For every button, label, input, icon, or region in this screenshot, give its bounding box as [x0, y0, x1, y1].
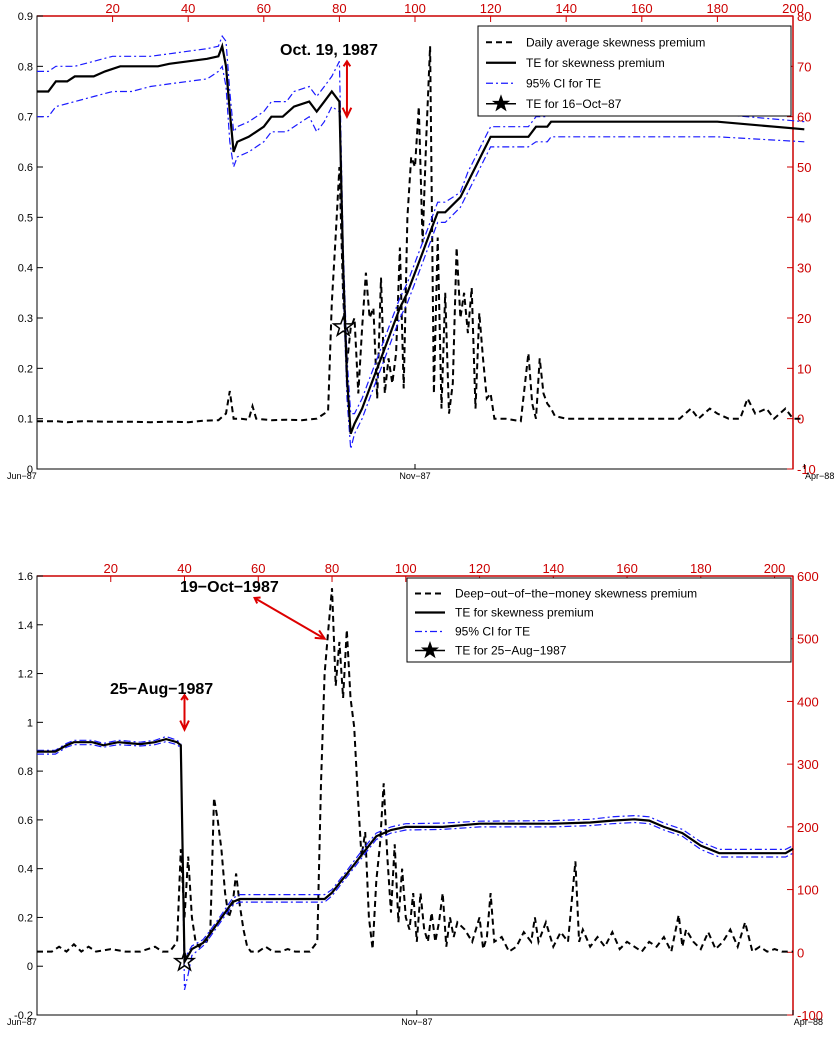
series-line-1: [37, 737, 794, 966]
series-line-1: [37, 42, 805, 435]
y-left-tick-label: -0.2: [14, 1010, 33, 1022]
x-top-tick-label: 160: [616, 561, 638, 576]
x-bottom-tick-label: Jun−87: [7, 471, 37, 481]
y-left-tick-label: 0.9: [18, 11, 33, 23]
y-left-tick-label: 0.7: [18, 112, 33, 124]
annotation-arrow: [254, 597, 326, 640]
y-right-tick-label: 70: [797, 59, 811, 74]
y-left-tick-label: 0.8: [18, 766, 33, 778]
y-right-tick-label: 40: [797, 210, 811, 225]
series-line-3: [37, 740, 794, 991]
y-right-tick-label: 100: [797, 883, 819, 898]
annotation-arrowtail: [342, 59, 352, 67]
legend-entry: 95% CI for TE: [455, 625, 530, 639]
x-top-tick-label: 40: [181, 1, 195, 16]
annotation-label: 19−Oct−1987: [180, 579, 279, 596]
y-right-tick-label: 50: [797, 160, 811, 175]
y-right-tick-label: 30: [797, 261, 811, 276]
x-bottom-tick-label: Apr−88: [794, 1017, 823, 1027]
star-marker: [331, 314, 355, 338]
x-top-tick-label: 100: [404, 1, 426, 16]
legend-star-swatch: [420, 640, 440, 659]
legend-entry: TE for 25−Aug−1987: [455, 644, 567, 658]
y-left-tick-label: 0.5: [18, 212, 33, 224]
y-left-tick-label: 1: [27, 717, 33, 729]
y-left-tick-label: 0.4: [18, 864, 33, 876]
x-top-tick-label: 180: [707, 1, 729, 16]
chart-top: 0 0.1 0.2 0.3 0.4 0.5 0.6 0.7 0.8 0.9 -10 0 10 20 30 40…: [7, 1, 834, 481]
series-line-0: [37, 46, 805, 424]
y-right-tick-label: 600: [797, 569, 819, 584]
y-left-tick-label: 0.6: [18, 815, 33, 827]
y-left-tick-label: 0: [27, 464, 33, 476]
annotation-arrowhead: [341, 107, 353, 119]
x-top-tick-label: 200: [764, 561, 786, 576]
chart-bottom: -0.2 0 0.2 0.4 0.6 0.8 1 1.2 1.4 1.6 -100 0 100 200 30…: [7, 561, 823, 1027]
x-top-tick-label: 20: [104, 561, 118, 576]
y-left-tick-label: 0.8: [18, 61, 33, 73]
annotation-arrowhead: [179, 720, 190, 732]
x-top-tick-label: 100: [395, 561, 417, 576]
y-right-tick-label: 60: [797, 110, 811, 125]
y-right-tick-label: 500: [797, 632, 819, 647]
x-bottom-tick-label: Nov−87: [399, 471, 430, 481]
y-left-tick-label: 0.2: [18, 363, 33, 375]
y-left-tick-label: 0.1: [18, 414, 33, 426]
x-top-tick-label: 120: [480, 1, 502, 16]
legend-star-swatch: [491, 94, 511, 112]
legend-entry: TE for skewness premium: [455, 606, 594, 620]
x-top-tick-label: 200: [782, 1, 804, 16]
y-left-tick-label: 1.2: [18, 669, 33, 681]
annotation-arrowhead: [314, 629, 327, 640]
y-right-tick-label: 10: [797, 361, 811, 376]
x-top-tick-label: 60: [251, 561, 265, 576]
legend-entry: Deep−out−of−the−money skewness premium: [455, 587, 697, 601]
y-right-tick-label: 0: [797, 412, 804, 427]
x-top-tick-label: 120: [469, 561, 491, 576]
annotation-label: 25−Aug−1987: [110, 681, 213, 698]
x-top-tick-label: 20: [105, 1, 119, 16]
y-left-tick-label: 0.3: [18, 313, 33, 325]
series-line-2: [37, 735, 794, 961]
x-top-tick-label: 160: [631, 1, 653, 16]
legend-entry: TE for 16−Oct−87: [526, 97, 622, 111]
series-line-2: [37, 34, 805, 415]
legend-box: [477, 25, 792, 117]
x-top-tick-label: 140: [542, 561, 564, 576]
x-bottom-tick-label: Apr−88: [805, 471, 834, 481]
y-left-tick-label: 1.4: [18, 620, 33, 632]
y-right-tick-label: 300: [797, 757, 819, 772]
y-right-tick-label: -10: [797, 462, 816, 477]
x-top-tick-label: 80: [332, 1, 346, 16]
y-right-tick-label: 20: [797, 311, 811, 326]
series-line-3: [37, 64, 805, 450]
x-bottom-tick-label: Nov−87: [401, 1017, 432, 1027]
x-top-tick-label: 140: [555, 1, 577, 16]
y-right-tick-label: 0: [797, 945, 804, 960]
annotation-label: Oct. 19, 1987: [280, 42, 378, 59]
legend-entry: 95% CI for TE: [526, 76, 601, 90]
legend-entry: Daily average skewness premium: [526, 35, 705, 49]
y-left-tick-label: 1.6: [18, 571, 33, 583]
x-top-tick-label: 80: [325, 561, 339, 576]
y-left-tick-label: 0.6: [18, 162, 33, 174]
legend-box: [406, 577, 792, 663]
y-left-tick-label: 0.4: [18, 263, 33, 275]
x-top-tick-label: 60: [257, 1, 271, 16]
annotation-arrowtail: [180, 693, 189, 701]
x-bottom-tick-label: Jun−87: [7, 1017, 37, 1027]
x-top-tick-label: 180: [690, 561, 712, 576]
annotation-arrowtail: [253, 596, 261, 604]
y-right-tick-label: 80: [797, 9, 811, 24]
y-right-tick-label: -100: [797, 1008, 823, 1023]
y-right-tick-label: 200: [797, 820, 819, 835]
star-marker: [172, 949, 197, 972]
y-right-tick-label: 400: [797, 694, 819, 709]
y-left-tick-label: 0: [27, 961, 33, 973]
legend-entry: TE for skewness premium: [526, 56, 665, 70]
x-top-tick-label: 40: [177, 561, 191, 576]
y-left-tick-label: 0.2: [18, 912, 33, 924]
